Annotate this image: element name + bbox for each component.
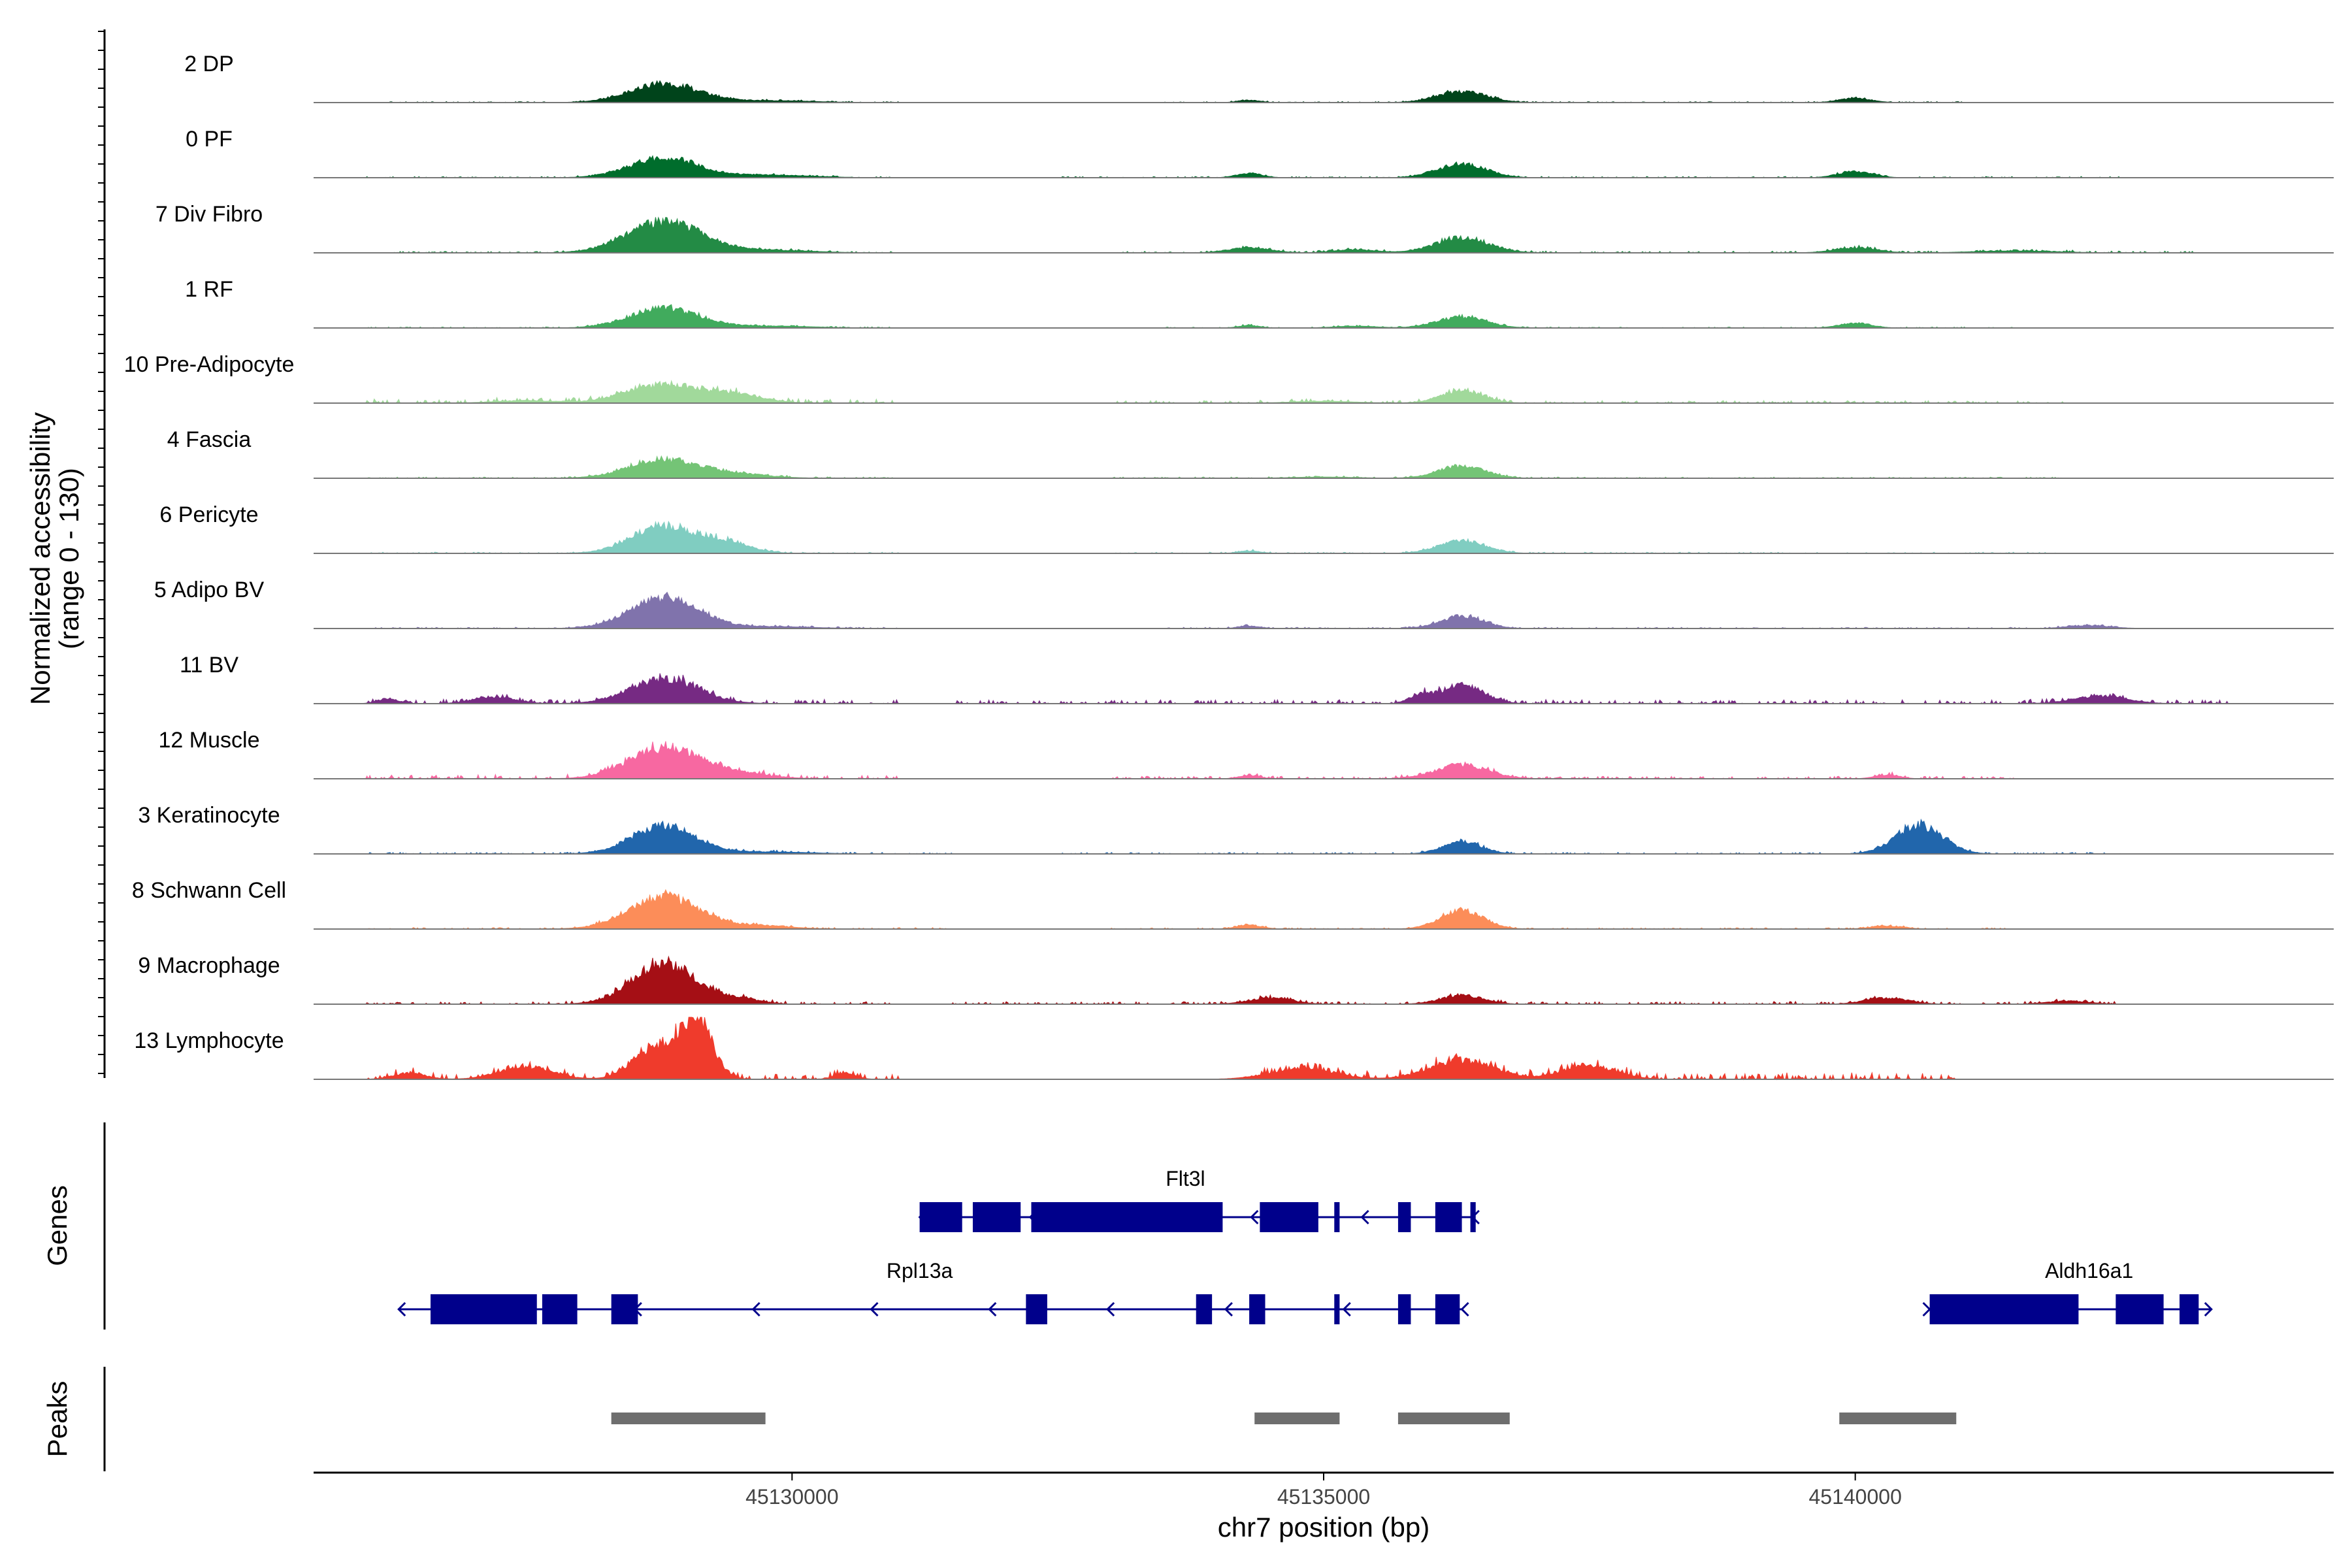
track-6: 6 Pericyte <box>159 502 2334 554</box>
coverage-y-axis <box>98 29 106 1078</box>
gene-label: Aldh16a1 <box>2045 1259 2133 1282</box>
track-label: 10 Pre-Adipocyte <box>124 352 295 377</box>
peaks-panel-title: Peaks <box>42 1381 73 1458</box>
strand-arrow <box>1105 1301 1115 1317</box>
track-label: 3 Keratinocyte <box>138 803 280 828</box>
exon-block <box>542 1294 578 1324</box>
track-label: 0 PF <box>186 127 233 152</box>
track-label: 13 Lymphocyte <box>134 1028 284 1053</box>
track-0: 2 DP <box>184 52 2334 103</box>
track-2: 7 Div Fibro <box>155 202 2334 253</box>
peak-bars <box>611 1413 1957 1424</box>
exon-block <box>611 1294 638 1324</box>
track-5: 4 Fascia <box>167 427 2334 479</box>
exon-block <box>1470 1202 1476 1232</box>
track-label: 1 RF <box>185 277 233 302</box>
exon-block <box>972 1202 1021 1232</box>
peak-bar <box>1254 1413 1340 1424</box>
exon-block <box>431 1294 537 1324</box>
track-12: 9 Macrophage <box>138 953 2334 1005</box>
track-1: 0 PF <box>186 127 2334 178</box>
exon-block <box>1334 1202 1340 1232</box>
y-axis-title-line2: (range 0 - 130) <box>54 468 84 649</box>
track-7: 5 Adipo BV <box>154 578 2334 629</box>
gene-label: Flt3l <box>1166 1167 1205 1190</box>
exon-block <box>1031 1202 1223 1232</box>
track-11: 8 Schwann Cell <box>132 878 2334 930</box>
track-label: 12 Muscle <box>159 728 260 753</box>
genes-panel: Genes Flt3l Rpl13a Aldh16a1 <box>42 1122 2213 1330</box>
strand-arrow <box>397 1301 406 1317</box>
peak-bar <box>1839 1413 1957 1424</box>
exon-block <box>1929 1294 2079 1324</box>
track-label: 5 Adipo BV <box>154 578 265 602</box>
coverage-area <box>314 216 2334 253</box>
track-label: 4 Fascia <box>167 427 252 452</box>
strand-arrow <box>1250 1209 1259 1225</box>
track-label: 2 DP <box>184 52 234 76</box>
genes-panel-title: Genes <box>42 1185 73 1266</box>
coverage-area <box>314 955 2334 1005</box>
track-label: 11 BV <box>180 653 238 678</box>
track-4: 10 Pre-Adipocyte <box>124 352 2334 404</box>
y-axis-title-line1: Normalized accessibility <box>25 412 56 705</box>
strand-arrow <box>2204 1301 2213 1317</box>
track-10: 3 Keratinocyte <box>138 803 2334 855</box>
gene-models: Flt3l Rpl13a Aldh16a1 <box>397 1167 2213 1324</box>
exon-block <box>1196 1294 1213 1324</box>
coverage-area <box>314 455 2334 479</box>
exon-block <box>1435 1294 1460 1324</box>
peak-bar <box>1397 1413 1510 1424</box>
exon-block <box>1249 1294 1266 1324</box>
strand-arrow <box>988 1301 997 1317</box>
exon-block <box>1397 1202 1411 1232</box>
x-tick-label: 45140000 <box>1808 1485 1901 1509</box>
x-axis: 45130000 45135000 45140000 chr7 position (… <box>314 1471 2334 1543</box>
coverage-area <box>314 380 2334 404</box>
gene-model-rpl13a: Rpl13a <box>397 1259 1469 1324</box>
gene-model-aldh16a1: Aldh16a1 <box>1922 1259 2213 1324</box>
track-label: 8 Schwann Cell <box>132 878 286 903</box>
peaks-panel: Peaks <box>42 1367 1957 1471</box>
exon-block <box>1260 1202 1318 1232</box>
exon-block <box>2180 1294 2199 1324</box>
strand-arrow <box>870 1301 879 1317</box>
gene-label: Rpl13a <box>887 1259 953 1282</box>
track-9: 12 Muscle <box>159 728 2334 780</box>
x-tick-label: 45130000 <box>745 1485 838 1509</box>
strand-arrow <box>1360 1209 1369 1225</box>
exon-block <box>1397 1294 1411 1324</box>
strand-arrow <box>751 1301 760 1317</box>
track-8: 11 BV <box>180 653 2334 705</box>
track-label: 9 Macrophage <box>138 953 280 978</box>
strand-arrow <box>1342 1301 1351 1317</box>
track-13: 13 Lymphocyte <box>134 1016 2334 1081</box>
exon-block <box>2115 1294 2164 1324</box>
exon-block <box>919 1202 962 1232</box>
exon-block <box>1334 1294 1340 1324</box>
coverage-y-ticks <box>98 31 105 1074</box>
x-axis-title: chr7 position (bp) <box>1218 1512 1430 1543</box>
exon-block <box>1026 1294 1047 1324</box>
coverage-tracks: 2 DP 0 PF 7 Div Fibro 1 RF 10 Pre-Adipocyte 4… <box>124 52 2334 1081</box>
gene-model-flt3l: Flt3l <box>918 1167 1480 1232</box>
x-tick-label: 45135000 <box>1277 1485 1370 1509</box>
strand-arrow <box>1224 1301 1233 1317</box>
track-label: 7 Div Fibro <box>155 202 263 227</box>
x-ticks: 45130000 45135000 45140000 <box>745 1473 1902 1509</box>
peak-bar <box>611 1413 766 1424</box>
strand-arrow <box>1460 1301 1469 1317</box>
track-3: 1 RF <box>185 277 2334 329</box>
exon-block <box>1435 1202 1462 1232</box>
track-label: 6 Pericyte <box>159 502 258 527</box>
